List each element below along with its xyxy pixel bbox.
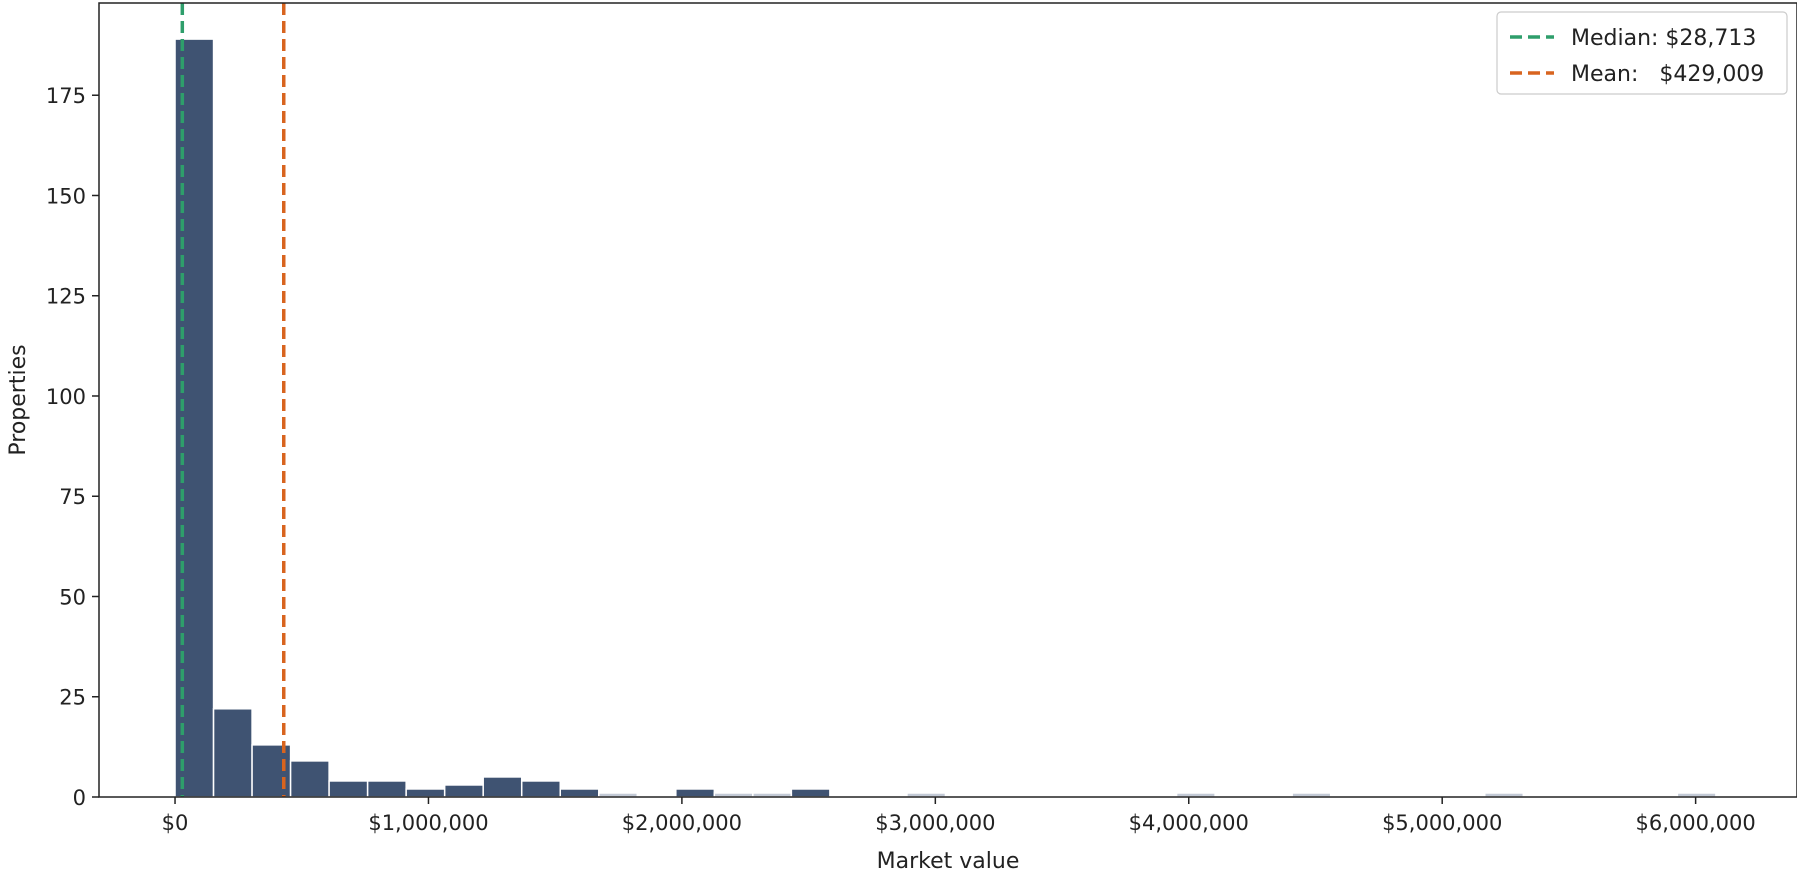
y-tick-label: 0 <box>73 786 86 810</box>
histogram-bar <box>366 780 407 798</box>
x-axis-ticks: $0 $1,000,000 $2,000,000 $3,000,000 $4,000,0… <box>162 797 1756 835</box>
legend-box <box>1496 11 1788 95</box>
x-tick-label: $3,000,000 <box>875 811 995 835</box>
legend-label-mean: Mean: $429,009 <box>1571 62 1764 87</box>
y-tick-label: 50 <box>59 585 86 609</box>
y-tick-label: 150 <box>46 184 86 208</box>
histogram-bar <box>559 788 600 798</box>
y-tick-label: 25 <box>59 686 86 710</box>
x-axis-title: Market value <box>877 849 1020 874</box>
x-tick-label: $5,000,000 <box>1382 811 1502 835</box>
y-axis-ticks: 0 25 50 75 100 125 150 175 <box>46 84 99 810</box>
x-tick-label: $1,000,000 <box>368 811 488 835</box>
legend: Median: $28,713 Mean: $429,009 <box>1496 11 1788 95</box>
bars-layer <box>174 38 1717 798</box>
x-tick-label: $4,000,000 <box>1129 811 1249 835</box>
histogram-bar <box>443 784 484 798</box>
y-tick-label: 100 <box>46 385 86 409</box>
x-tick-label: $2,000,000 <box>622 811 742 835</box>
y-tick-label: 125 <box>46 285 86 309</box>
histogram-bar <box>289 760 330 798</box>
histogram-bar <box>790 788 831 798</box>
histogram-bar <box>675 788 716 798</box>
y-tick-label: 75 <box>59 485 86 509</box>
histogram-bar <box>328 780 369 798</box>
reference-lines-layer <box>180 3 286 797</box>
histogram-bar <box>212 708 253 798</box>
histogram-bar <box>482 776 523 798</box>
plot-frame <box>98 2 1797 798</box>
y-axis-title: Properties <box>6 344 31 455</box>
legend-label-median: Median: $28,713 <box>1571 26 1756 51</box>
y-tick-label: 175 <box>46 84 86 108</box>
x-tick-label: $0 <box>162 811 189 835</box>
histogram-bar <box>520 780 561 798</box>
x-tick-label: $6,000,000 <box>1636 811 1756 835</box>
histogram-bar <box>405 788 446 798</box>
